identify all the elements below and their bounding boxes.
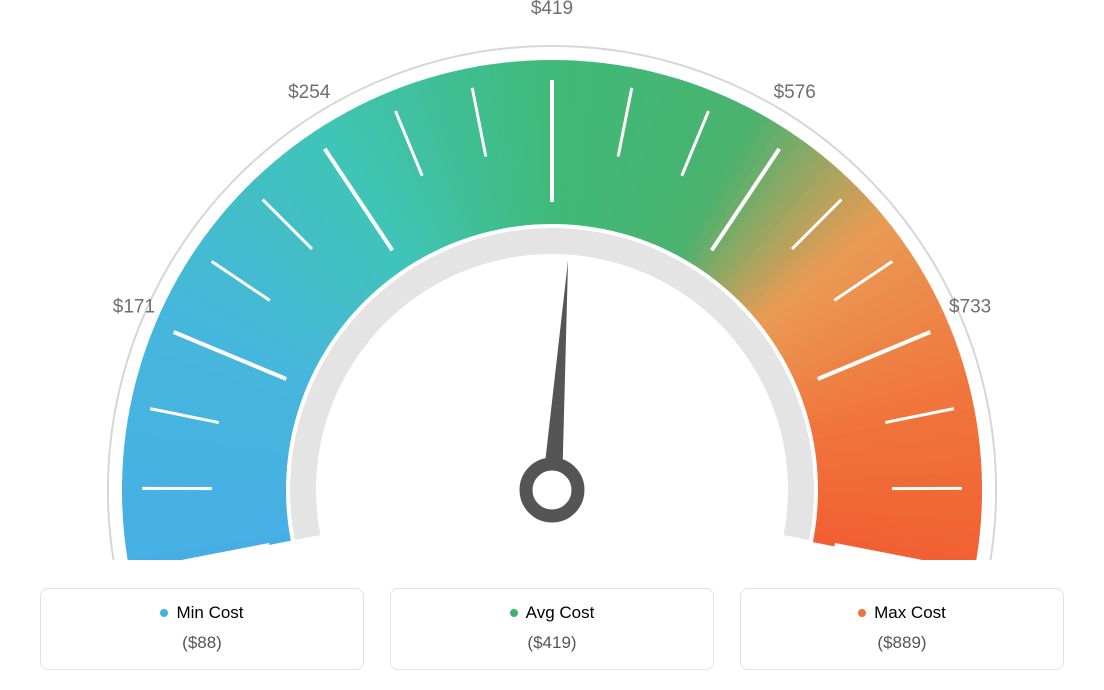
legend-label-avg: Avg Cost — [510, 603, 595, 623]
tick-label: $419 — [531, 0, 573, 19]
tick-label: $733 — [949, 297, 991, 318]
legend-label-min: Min Cost — [160, 603, 243, 623]
needle — [542, 261, 568, 491]
dot-icon — [160, 609, 168, 617]
legend-card-min: Min Cost ($88) — [40, 588, 364, 670]
legend-card-max: Max Cost ($889) — [740, 588, 1064, 670]
legend-value-avg: ($419) — [391, 633, 713, 653]
legend-card-avg: Avg Cost ($419) — [390, 588, 714, 670]
legend-value-min: ($88) — [41, 633, 363, 653]
legend-value-max: ($889) — [741, 633, 1063, 653]
legend-label-max: Max Cost — [858, 603, 946, 623]
cost-gauge-chart: $88$171$254$419$576$733$889 Min Cost ($8… — [0, 0, 1104, 690]
needle-hub — [526, 464, 578, 516]
dot-icon — [510, 609, 518, 617]
gauge-svg: $88$171$254$419$576$733$889 — [0, 0, 1104, 560]
legend-label-text: Min Cost — [176, 603, 243, 623]
tick-label: $576 — [774, 82, 816, 103]
dot-icon — [858, 609, 866, 617]
legend-label-text: Avg Cost — [526, 603, 595, 623]
tick-label: $254 — [288, 82, 331, 103]
legend-label-text: Max Cost — [874, 603, 946, 623]
legend-row: Min Cost ($88) Avg Cost ($419) Max Cost … — [40, 588, 1064, 670]
tick-label: $171 — [113, 297, 155, 318]
